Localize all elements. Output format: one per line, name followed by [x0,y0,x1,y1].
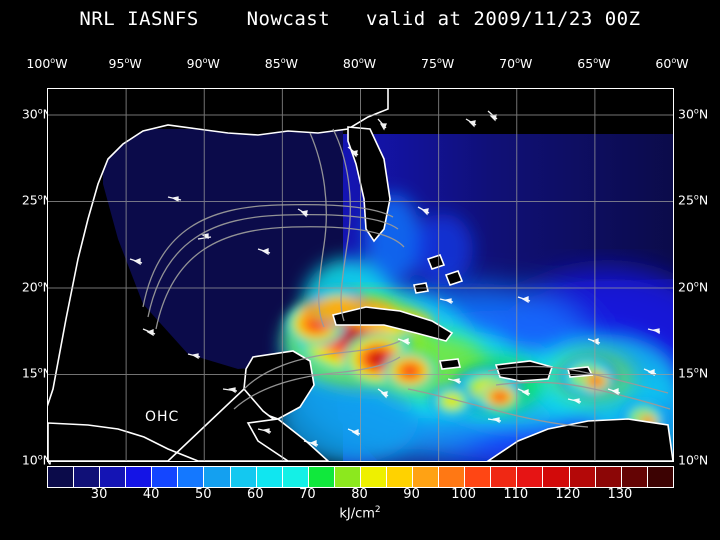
colorbar-cell [491,467,518,487]
colorbar-tick: 40 [142,487,160,502]
lat-tick-label-right: 25oN [678,192,709,209]
colorbar-cell [439,467,466,487]
lon-tick-label: 75oW [421,56,455,72]
colorbar-cell [621,467,648,487]
map-gridlines [48,89,673,461]
colorbar-tick: 100 [451,487,477,502]
colorbar-tick: 50 [194,487,212,502]
colorbar-units-exponent: 2 [374,505,381,515]
figure-title: NRL IASNFS Nowcast valid at 2009/11/23 0… [79,8,641,30]
colorbar-cell [230,467,257,487]
colorbar-cell [48,467,75,487]
colorbar-cell [647,467,673,487]
colorbar-cell [334,467,361,487]
map-plot-area [47,88,674,462]
colorbar [47,466,674,488]
colorbar-cell [178,467,205,487]
colorbar-cell [308,467,335,487]
colorbar-cell [100,467,127,487]
colorbar-cell [517,467,544,487]
colorbar-cell [204,467,231,487]
lon-tick-label: 80oW [342,56,377,72]
colorbar-cell [387,467,414,487]
lat-tick-label-right: 20oN [678,279,709,295]
colorbar-cell [256,467,283,487]
lat-tick-label-right: 10oN [678,452,709,468]
colorbar-tick: 90 [403,487,420,502]
colorbar-tick: 60 [247,487,264,502]
colorbar-cell [126,467,153,487]
field-label: OHC [145,409,180,425]
colorbar-tick-labels: 30 40 50 60 70 80 90 100 110 120 130 [0,487,720,505]
lon-tick-label: 70oW [499,56,533,72]
colorbar-tick: 70 [299,487,316,502]
current-vectors [129,110,661,448]
ohc-heatmap [48,89,673,461]
colorbar-cell [413,467,440,487]
lon-tick-label: 65oW [577,56,611,72]
lon-tick-label: 60oW [655,56,689,72]
colorbar-cell [543,467,570,487]
colorbar-units-text: kJ/cm [339,506,375,522]
colorbar-tick: 120 [555,487,581,502]
colorbar-cell [360,467,388,487]
colorbar-cell [569,467,596,487]
colorbar-tick: 130 [607,487,633,502]
lon-tick-label: 85oW [264,56,298,72]
colorbar-tick: 110 [503,487,529,502]
colorbar-cell [152,467,179,487]
lon-tick-label: 95oW [108,56,142,72]
lon-tick-label: 90oW [186,56,220,72]
longitude-axis: 100oW 95oW 90oW 85oW 80oW 75oW 70oW 65oW 60oW [0,56,720,76]
colorbar-cell [595,467,622,487]
lon-tick-label: 100oW [26,56,68,72]
lat-tick-label-right: 15oN [678,365,709,382]
colorbar-tick: 80 [351,487,368,502]
lat-tick-label-right: 30oN [678,106,709,122]
contour-lines [142,128,671,428]
colorbar-cell [465,467,492,487]
colorbar-cell [74,467,101,487]
colorbar-units: kJ/cm2 [0,505,720,521]
colorbar-tick: 30 [90,487,108,502]
colorbar-cell [282,467,309,487]
